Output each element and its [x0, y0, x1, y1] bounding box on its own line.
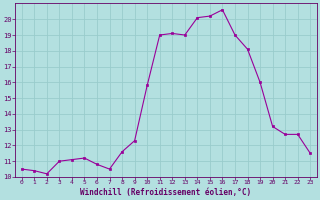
X-axis label: Windchill (Refroidissement éolien,°C): Windchill (Refroidissement éolien,°C) — [80, 188, 252, 197]
